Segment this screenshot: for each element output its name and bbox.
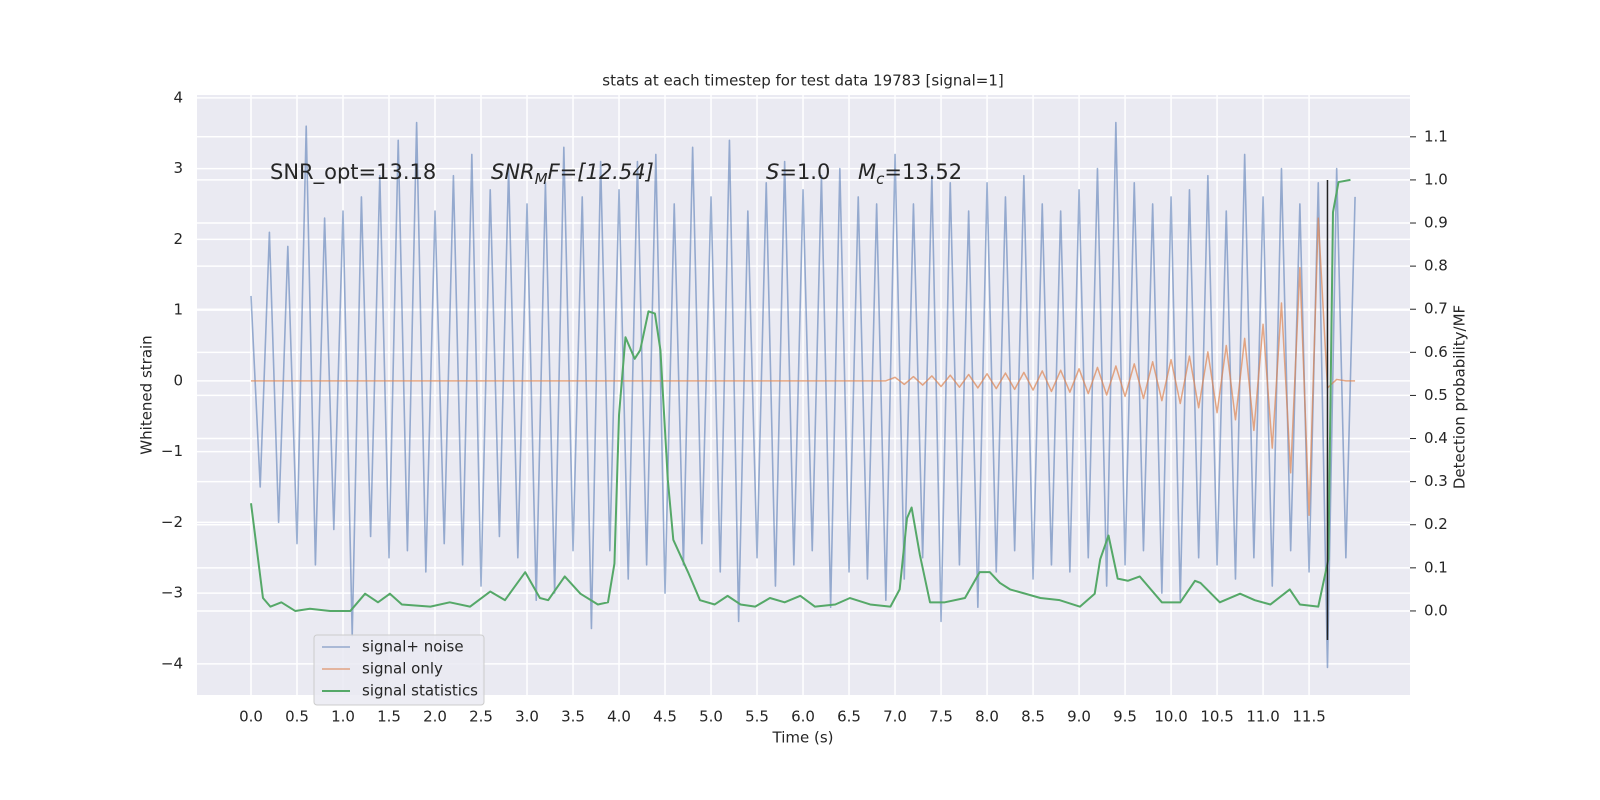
- x-tick-label: 5.5: [745, 708, 769, 726]
- x-tick-label: 1.5: [377, 708, 401, 726]
- y2-tick-label: 1.1: [1424, 127, 1448, 145]
- y2-tick-label: 0.1: [1424, 558, 1448, 576]
- x-tick-label: 6.0: [791, 708, 815, 726]
- x-tick-label: 2.0: [423, 708, 447, 726]
- x-tick-label: 7.5: [929, 708, 953, 726]
- x-tick-label: 9.5: [1113, 708, 1137, 726]
- y-tick-label: 4: [173, 88, 183, 106]
- y2-tick-label: 0.2: [1424, 515, 1448, 533]
- annotation-value: F=[12.54]: [548, 160, 654, 184]
- x-tick-label: 11.0: [1246, 708, 1279, 726]
- legend-label: signal only: [362, 660, 443, 678]
- y2-tick-label: 0.5: [1424, 386, 1448, 404]
- x-tick-label: 9.0: [1067, 708, 1091, 726]
- annotation-value: =13.52: [884, 160, 962, 184]
- x-tick-label: 5.0: [699, 708, 723, 726]
- overlay: SNR_opt=13.18 SNRMF=[12.54] S=1.0 Mc=13.52s…: [270, 160, 962, 706]
- y-axis-label: Whitened strain: [138, 335, 156, 454]
- x-tick-label: 6.5: [837, 708, 861, 726]
- x-tick-label: 3.5: [561, 708, 585, 726]
- y2-tick-label: 0.8: [1424, 257, 1448, 275]
- x-tick-label: 10.0: [1154, 708, 1187, 726]
- annotation-symbol: S: [766, 160, 779, 184]
- y-tick-label: 2: [173, 230, 183, 248]
- x-tick-label: 10.5: [1200, 708, 1233, 726]
- y-tick-label: −1: [161, 442, 183, 460]
- series-line: [250, 178, 1351, 612]
- y2-tick-label: 0.4: [1424, 429, 1448, 447]
- y2-tick-label: 0.3: [1424, 472, 1448, 490]
- x-tick-label: 3.0: [515, 708, 539, 726]
- legend-label: signal statistics: [362, 682, 478, 700]
- y-tick-label: 0: [173, 371, 183, 389]
- y2-tick-label: 0.9: [1424, 214, 1448, 232]
- annotation-text: SNR_opt=13.18: [270, 160, 436, 185]
- y2-tick-label: 0.6: [1424, 343, 1448, 361]
- x-tick-label: 1.0: [331, 708, 355, 726]
- y-tick-label: −3: [161, 584, 183, 602]
- series-line: [250, 121, 1356, 669]
- x-tick-label: 11.5: [1292, 708, 1325, 726]
- y-tick-label: −2: [161, 513, 183, 531]
- annotation: SNRMF=[12.54]: [491, 160, 654, 188]
- legend-box: [313, 634, 485, 706]
- x-tick-label: 8.5: [1021, 708, 1045, 726]
- annotation-value: =1.0: [779, 160, 830, 184]
- y2-tick-label: 0.7: [1424, 300, 1448, 318]
- x-tick-label: 4.5: [653, 708, 677, 726]
- x-tick-label: 7.0: [883, 708, 907, 726]
- annotation-symbol: SNR: [491, 160, 535, 184]
- annotation-symbol: M: [858, 160, 876, 184]
- x-tick-label: 0.0: [239, 708, 263, 726]
- x-tick-label: 4.0: [607, 708, 631, 726]
- x-tick-label: 0.5: [285, 708, 309, 726]
- series-line: [251, 217, 1356, 517]
- x-axis-label: Time (s): [772, 729, 834, 747]
- annotation: S=1.0: [766, 160, 830, 184]
- y-tick-label: 3: [173, 159, 183, 177]
- annotation-subscript: c: [876, 170, 885, 188]
- chart-title: stats at each timestep for test data 197…: [602, 72, 1003, 90]
- marks: [250, 121, 1356, 669]
- y-tick-label: −4: [161, 654, 183, 672]
- annotation-subscript: M: [535, 170, 548, 188]
- legend-label: signal+ noise: [362, 638, 464, 656]
- annotation: Mc=13.52: [858, 160, 962, 188]
- y2-axis-label: Detection probability/MF: [1451, 305, 1469, 489]
- y2-tick-label: 0.0: [1424, 601, 1448, 619]
- x-tick-label: 2.5: [469, 708, 493, 726]
- x-tick-label: 8.0: [975, 708, 999, 726]
- y2-tick-label: 1.0: [1424, 170, 1448, 188]
- annotation: SNR_opt=13.18: [270, 160, 436, 185]
- y-tick-label: 1: [173, 301, 183, 319]
